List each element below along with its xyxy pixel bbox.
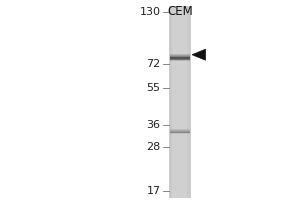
Bar [170,60,190,61]
Text: 17: 17 [146,186,161,196]
Text: 130: 130 [140,7,160,17]
Text: 55: 55 [146,83,161,93]
Bar [170,131,190,132]
Bar [171,6,172,198]
Text: 28: 28 [146,142,160,152]
Bar [170,130,190,131]
Bar [170,56,190,57]
Bar [170,55,190,56]
Bar [170,6,171,198]
Bar [170,132,190,133]
Bar [170,59,190,60]
Bar [189,6,190,198]
Bar [187,6,188,198]
Text: CEM: CEM [167,5,193,18]
Bar [170,57,190,58]
Text: 72: 72 [146,59,160,69]
Bar [169,6,171,198]
Bar [170,54,190,55]
Bar [188,6,189,198]
Text: 36: 36 [146,120,161,130]
Bar [170,57,190,59]
Polygon shape [192,49,206,60]
Bar [170,133,190,134]
Bar [170,58,190,60]
Bar [170,129,190,130]
Bar [170,132,190,133]
Bar [169,6,190,198]
